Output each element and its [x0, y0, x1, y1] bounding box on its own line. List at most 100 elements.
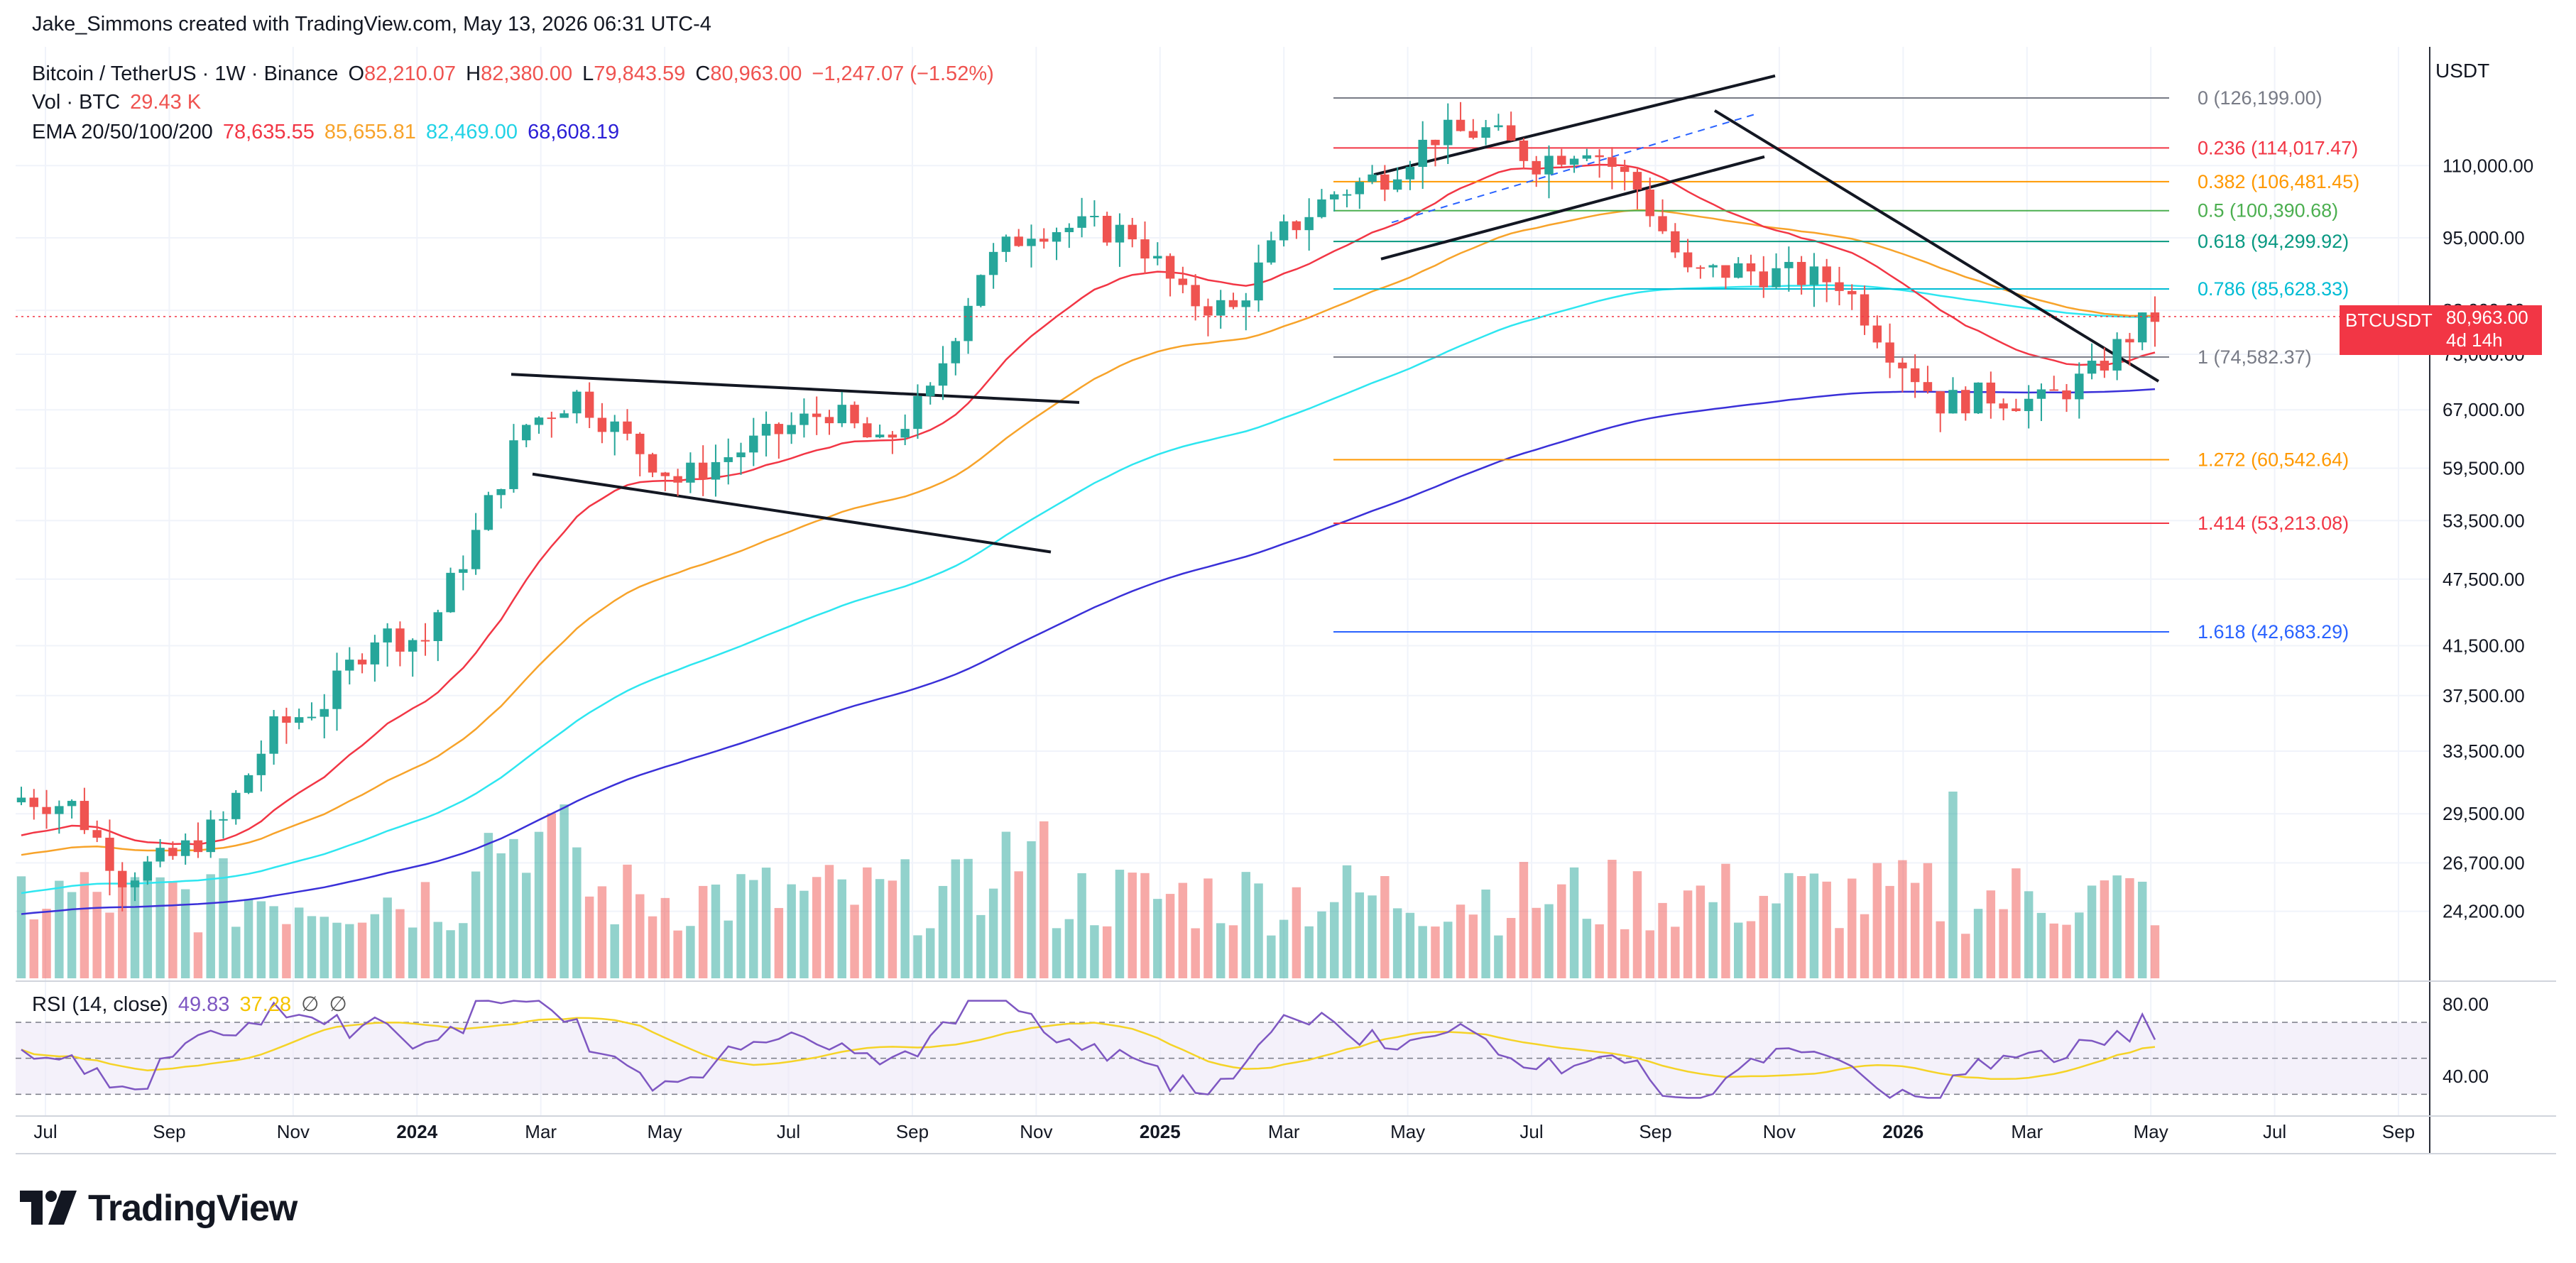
- candle-body: [534, 417, 544, 425]
- candle-body: [711, 461, 721, 480]
- volume-bar: [1620, 929, 1630, 978]
- candle-body: [256, 753, 266, 775]
- candle-body: [1355, 182, 1365, 195]
- candle-body: [219, 819, 228, 821]
- candle-body: [1595, 155, 1604, 158]
- volume-bar: [1014, 871, 1023, 978]
- volume-bar: [130, 877, 140, 978]
- candle-body: [294, 717, 304, 723]
- volume-bar: [1456, 904, 1466, 978]
- volume-bar: [1872, 863, 1882, 978]
- volume-label[interactable]: Vol · BTC: [32, 91, 121, 114]
- volume-bar: [1898, 860, 1907, 978]
- tradingview-logo[interactable]: TradingView: [20, 1187, 298, 1230]
- candle-body: [1191, 285, 1200, 307]
- volume-bar: [1708, 902, 1718, 978]
- currency-label[interactable]: USDT: [2435, 60, 2490, 82]
- price-tick-label: 24,200.00: [2443, 901, 2525, 922]
- candle-body: [1064, 227, 1074, 233]
- candle-body: [1178, 278, 1188, 285]
- candle-body: [1001, 236, 1011, 252]
- candle-body: [1544, 155, 1554, 175]
- candle-body: [863, 423, 872, 438]
- volume-bar: [761, 868, 771, 978]
- time-tick-label: May: [1390, 1121, 1425, 1142]
- rsi-label[interactable]: RSI (14, close): [32, 993, 168, 1016]
- volume-bar: [660, 897, 670, 978]
- candle-body: [2012, 408, 2021, 412]
- candle-body: [29, 797, 39, 807]
- volume-bar: [824, 865, 834, 978]
- candle-body: [660, 472, 670, 476]
- candle-body: [357, 660, 367, 665]
- ema-label[interactable]: EMA 20/50/100/200: [32, 121, 213, 143]
- volume-bar: [2125, 877, 2134, 978]
- candle-body: [799, 413, 809, 425]
- candle-body: [812, 413, 822, 417]
- rsi-value: 49.83: [178, 993, 230, 1016]
- ema100-line: [21, 284, 2156, 895]
- candle-body: [1506, 125, 1516, 141]
- volume-bar: [1835, 928, 1844, 978]
- candle-body: [459, 569, 468, 573]
- candle-body: [951, 341, 961, 363]
- time-tick-label: Sep: [153, 1121, 185, 1142]
- candle-body: [938, 363, 948, 386]
- volume-bar: [900, 859, 910, 978]
- fib-level-label: 1.414 (53,213.08): [2198, 513, 2349, 534]
- candle-countdown: 4d 14h: [2446, 329, 2503, 351]
- volume-bar: [787, 884, 796, 978]
- candle-body: [1848, 290, 1857, 295]
- fib-level-label: 0.382 (106,481.45): [2198, 171, 2359, 192]
- change-value: −1,247.07 (−1.52%): [812, 62, 994, 85]
- volume-bar: [282, 924, 291, 978]
- open-value: 82,210.07: [364, 62, 457, 85]
- candle-body: [1468, 131, 1478, 138]
- volume-bar: [850, 904, 859, 978]
- candle-body: [370, 642, 380, 665]
- candle-body: [648, 454, 657, 473]
- ema-lines: [21, 163, 2156, 915]
- price-tick-label: 29,500.00: [2443, 803, 2525, 824]
- volume-bar: [1077, 873, 1086, 978]
- volume-bar: [1784, 873, 1794, 978]
- volume-bar: [446, 930, 455, 978]
- volume-bar: [193, 932, 203, 978]
- volume-bar: [16, 876, 26, 978]
- candle-body: [1342, 194, 1352, 196]
- candle-body: [1557, 155, 1566, 165]
- time-tick-label: 2026: [1882, 1121, 1923, 1142]
- time-tick-label: Sep: [896, 1121, 929, 1142]
- volume-bar: [1544, 904, 1554, 978]
- candle-body: [1645, 190, 1654, 217]
- price-tick-label: 59,500.00: [2443, 458, 2525, 479]
- close-value: 80,963.00: [710, 62, 802, 85]
- candle-body: [496, 488, 506, 496]
- empty-set-icon-2: ∅: [329, 993, 347, 1016]
- time-tick-label: Nov: [1763, 1121, 1796, 1142]
- candle-body: [1986, 382, 1996, 404]
- rsi-line: [21, 1000, 2156, 1099]
- volume-bar: [509, 838, 518, 978]
- volume-bar: [1468, 914, 1478, 978]
- candle-body: [774, 424, 784, 434]
- volume-bar: [2024, 891, 2034, 978]
- fib-retracement[interactable]: 0 (126,199.00) 0.236 (114,017.47) 0.382 (1…: [1333, 87, 2359, 643]
- low-value: 79,843.59: [594, 62, 686, 85]
- candle-body: [1279, 221, 1289, 241]
- volume-bar: [1910, 882, 1920, 978]
- symbol-name[interactable]: Bitcoin / TetherUS · 1W · Binance: [32, 62, 339, 85]
- candle-body: [1392, 179, 1402, 190]
- candle-body: [155, 848, 165, 862]
- candle-body: [1380, 174, 1390, 190]
- candle-body: [1948, 390, 1958, 414]
- candle-body: [926, 386, 935, 396]
- candle-body: [1014, 236, 1023, 246]
- trendline-drawings[interactable]: [511, 74, 2160, 554]
- candle-body: [1746, 263, 1756, 272]
- volume-bar: [799, 890, 809, 978]
- candle-body: [1759, 271, 1769, 288]
- fib-level-label: 0.236 (114,017.47): [2198, 137, 2358, 158]
- time-tick-label: Mar: [2011, 1121, 2043, 1142]
